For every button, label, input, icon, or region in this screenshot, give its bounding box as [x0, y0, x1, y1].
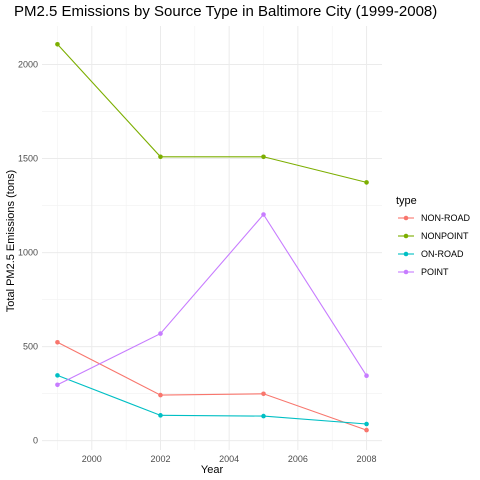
x-tick-label: 2008: [357, 454, 377, 464]
legend-key-point-point: [403, 269, 409, 275]
data-point-nonpoint: [158, 154, 163, 160]
series-line-point: [57, 213, 368, 386]
data-point-point: [261, 212, 266, 217]
x-tick-label: 2002: [150, 454, 170, 464]
data-point-point: [158, 331, 163, 336]
data-point-on-road: [55, 373, 60, 378]
y-tick-label: 1000: [18, 248, 38, 258]
chart-title: PM2.5 Emissions by Source Type in Baltim…: [14, 3, 437, 20]
data-point-nonpoint: [261, 154, 266, 160]
legend-key-point-nonpoint: [403, 233, 409, 239]
y-tick-label: 0: [33, 436, 38, 446]
data-point-point: [55, 382, 60, 388]
data-point-nonpoint: [364, 180, 369, 185]
series-line-non-road: [57, 341, 367, 431]
legend-label-nonpoint: NONPOINT: [421, 231, 469, 241]
x-axis-label: Year: [201, 464, 224, 476]
data-point-non-road: [364, 427, 369, 433]
legend-key-point-non-road: [403, 215, 409, 221]
legend-title: type: [396, 195, 417, 207]
y-tick-labels: 0 500 1000 1500 2000: [18, 60, 38, 446]
data-point-non-road: [261, 391, 266, 397]
grid-major: [42, 26, 382, 450]
series-lines: [57, 43, 368, 431]
data-point-non-road: [158, 392, 163, 398]
series-line-nonpoint: [57, 43, 367, 183]
y-axis-label: Total PM2.5 Emissions (tons): [5, 170, 17, 312]
data-point-on-road: [158, 413, 163, 418]
x-tick-labels: 2000 2002 2004 2006 2008: [82, 454, 377, 464]
legend: type NON-ROAD NONPOINT ON-ROAD POINT: [396, 195, 470, 277]
x-tick-label: 2004: [219, 454, 239, 464]
legend-label-non-road: NON-ROAD: [421, 213, 470, 223]
data-point-point: [364, 373, 369, 379]
data-point-on-road: [364, 421, 369, 427]
y-tick-label: 500: [23, 342, 38, 352]
legend-label-point: POINT: [421, 267, 449, 277]
data-point-nonpoint: [55, 42, 60, 47]
series-line-on-road: [57, 374, 367, 425]
grid-minor: [42, 26, 382, 450]
y-tick-label: 2000: [18, 60, 38, 70]
x-tick-label: 2000: [82, 454, 102, 464]
data-point-on-road: [261, 413, 266, 419]
x-tick-label: 2006: [288, 454, 308, 464]
legend-key-point-on-road: [403, 251, 409, 257]
y-tick-label: 1500: [18, 154, 38, 164]
data-point-non-road: [55, 339, 60, 345]
series-points: [55, 42, 369, 433]
legend-label-on-road: ON-ROAD: [421, 249, 464, 259]
